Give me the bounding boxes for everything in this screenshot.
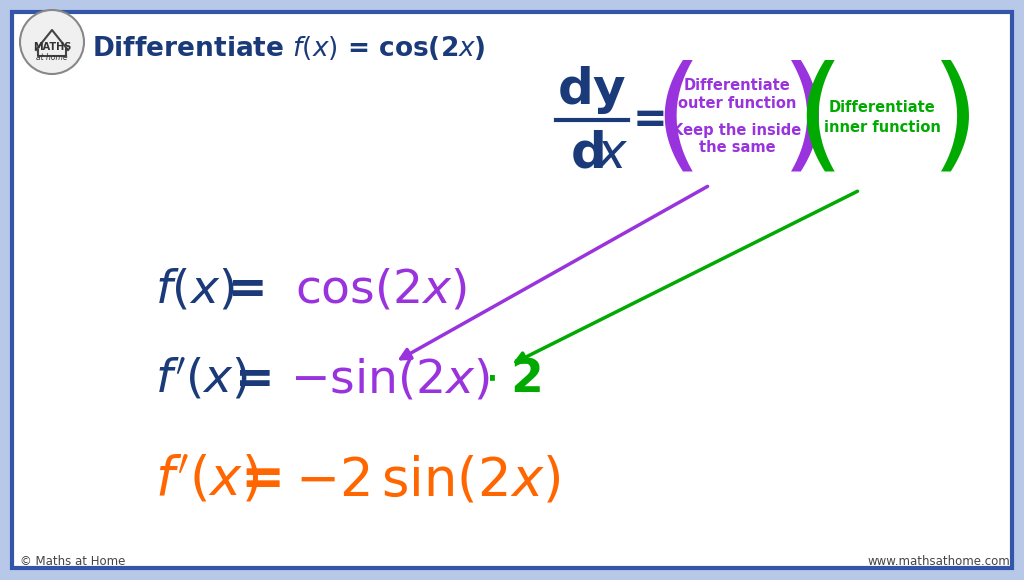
Text: at home: at home: [36, 53, 68, 63]
Text: $f'(x)$: $f'(x)$: [155, 454, 259, 506]
Text: $($: $($: [795, 60, 836, 180]
Text: =: =: [240, 454, 284, 506]
Text: $)$: $)$: [780, 60, 820, 180]
Text: $f(x)$: $f(x)$: [155, 267, 234, 313]
Text: Differentiate: Differentiate: [684, 78, 791, 92]
Text: Keep the inside: Keep the inside: [673, 122, 802, 137]
Text: Differentiate $f(x)$ = cos(2$x$): Differentiate $f(x)$ = cos(2$x$): [92, 34, 485, 62]
Text: $\mathbf{dy}$: $\mathbf{dy}$: [557, 64, 627, 116]
Text: www.mathsathome.com: www.mathsathome.com: [867, 555, 1010, 568]
FancyBboxPatch shape: [12, 12, 1012, 568]
Text: outer function: outer function: [678, 96, 797, 111]
Text: $\mathbf{\mathit{x}}$: $\mathbf{\mathit{x}}$: [595, 130, 629, 178]
Text: $-2\,\mathrm{sin}(2x)$: $-2\,\mathrm{sin}(2x)$: [295, 454, 560, 506]
Circle shape: [20, 10, 84, 74]
Text: 2: 2: [510, 357, 543, 403]
Text: =: =: [228, 267, 268, 313]
Text: Differentiate: Differentiate: [828, 100, 935, 114]
Text: MATHS: MATHS: [33, 42, 72, 52]
Text: $\mathbf{d}$: $\mathbf{d}$: [570, 130, 604, 178]
Text: inner function: inner function: [823, 121, 940, 136]
Text: =: =: [633, 99, 668, 141]
Text: $-\mathrm{sin}(2x)$: $-\mathrm{sin}(2x)$: [290, 357, 490, 403]
Text: © Maths at Home: © Maths at Home: [20, 555, 125, 568]
Text: =: =: [236, 357, 274, 403]
Text: $($: $($: [652, 60, 693, 180]
Text: $)$: $)$: [930, 60, 970, 180]
Text: $\cdot$: $\cdot$: [484, 357, 496, 403]
Text: $\mathrm{cos}(2x)$: $\mathrm{cos}(2x)$: [295, 267, 467, 313]
Text: $f'(x)$: $f'(x)$: [155, 357, 248, 403]
Text: the same: the same: [698, 140, 775, 155]
